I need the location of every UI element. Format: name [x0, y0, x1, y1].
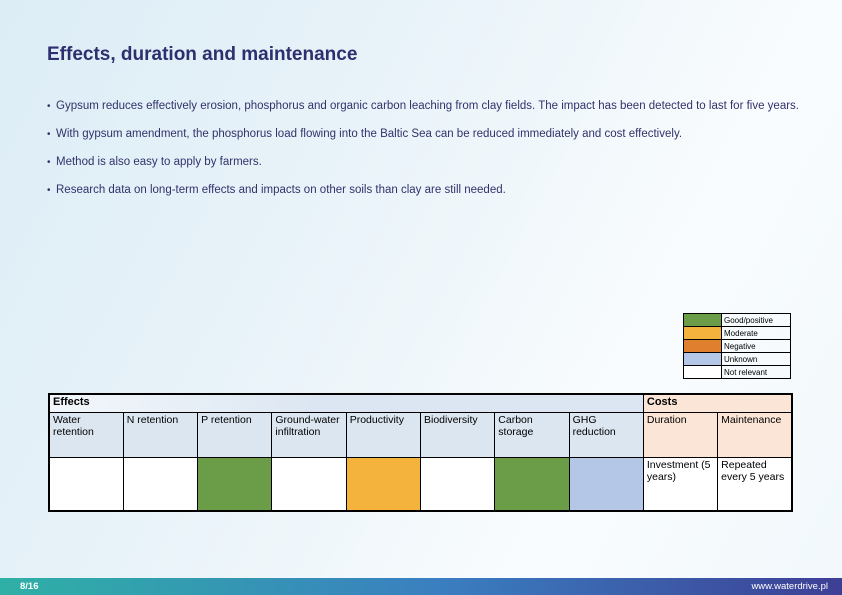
table-column-header: P retention: [197, 412, 273, 458]
legend-swatch: [683, 352, 722, 366]
effects-costs-table: Effects Costs Water retention N retention P…: [48, 393, 793, 512]
legend-row: Negative: [683, 339, 791, 353]
table-column-header: Biodiversity: [419, 412, 496, 458]
legend-table: Good/positive Moderate Negative Unknown Not …: [683, 313, 791, 379]
legend-label: Negative: [721, 339, 791, 353]
table-data-cell: [48, 457, 124, 512]
legend-label: Not relevant: [721, 365, 791, 379]
bullet-item: Method is also easy to apply by farmers.: [47, 150, 819, 175]
table-data-cell: [122, 457, 199, 512]
legend-row: Not relevant: [683, 365, 791, 379]
legend-label: Good/positive: [721, 313, 791, 327]
footer-website: www.waterdrive.pl: [751, 581, 828, 592]
table-data-cell: Repeated every 5 years: [717, 457, 793, 512]
page-title: Effects, duration and maintenance: [47, 44, 358, 65]
table-data-cell: [494, 457, 570, 512]
legend-row: Moderate: [683, 326, 791, 340]
bullet-list: Gypsum reduces effectively erosion, phos…: [47, 94, 819, 206]
table-data-cell: [568, 457, 644, 512]
table-group-header-effects: Effects: [48, 393, 644, 413]
table-column-header: N retention: [122, 412, 199, 458]
legend-swatch: [683, 326, 722, 340]
legend-table-body: Good/positive Moderate Negative Unknown Not …: [683, 313, 791, 379]
table-data-cell: [271, 457, 347, 512]
table-data-cell: [345, 457, 421, 512]
legend-swatch: [683, 313, 722, 327]
bullet-item: Research data on long-term effects and i…: [47, 178, 819, 203]
table-data-cell: Investment (5 years): [642, 457, 719, 512]
legend-swatch: [683, 339, 722, 353]
table-group-header-row: Effects Costs: [48, 393, 793, 413]
table-column-header: Productivity: [345, 412, 421, 458]
legend-label: Unknown: [721, 352, 791, 366]
table-data-cell: [197, 457, 273, 512]
table-column-header: Duration: [642, 412, 719, 458]
legend-label: Moderate: [721, 326, 791, 340]
table-group-header-costs: Costs: [642, 393, 793, 413]
table-column-header: Carbon storage: [494, 412, 570, 458]
table-data-cell: [419, 457, 496, 512]
table-column-header-row: Water retention N retention P retention Gro…: [48, 412, 793, 458]
table-column-header: Water retention: [48, 412, 124, 458]
table-column-header: GHG reduction: [568, 412, 644, 458]
footer-bar: 8/16 www.waterdrive.pl: [0, 578, 842, 595]
table-column-header: Ground-water infiltration: [271, 412, 347, 458]
page-number: 8/16: [20, 581, 39, 592]
legend-swatch: [683, 365, 722, 379]
bullet-item: Gypsum reduces effectively erosion, phos…: [47, 94, 819, 119]
legend-row: Unknown: [683, 352, 791, 366]
legend-row: Good/positive: [683, 313, 791, 327]
table-data-row: Investment (5 years) Repeated every 5 yea…: [48, 457, 793, 512]
table-column-header: Maintenance: [717, 412, 793, 458]
bullet-item: With gypsum amendment, the phosphorus lo…: [47, 122, 819, 147]
